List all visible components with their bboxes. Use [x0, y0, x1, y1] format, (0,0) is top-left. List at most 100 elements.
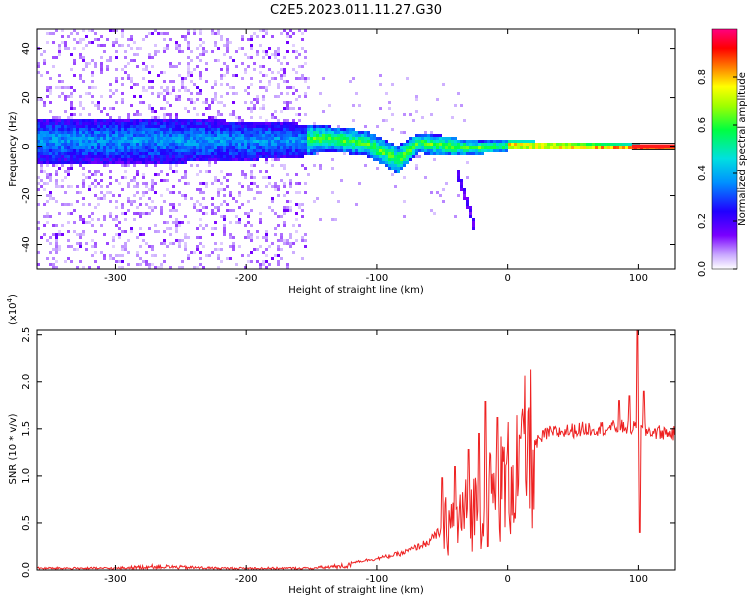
heat-cell: [220, 248, 223, 251]
heat-cell: [316, 152, 319, 155]
heat-cell: [55, 224, 58, 227]
heat-cell: [409, 152, 412, 155]
heat-cell: [358, 131, 361, 134]
heat-cell: [346, 140, 349, 143]
heat-cell: [391, 128, 394, 131]
heat-cell: [145, 122, 148, 125]
heat-cell: [292, 224, 295, 227]
heat-cell: [235, 134, 238, 137]
heat-cell: [385, 155, 388, 158]
heat-cell: [316, 128, 319, 131]
heat-cell: [136, 254, 139, 257]
heat-cell: [190, 128, 193, 131]
heat-cell: [130, 77, 133, 80]
heat-cell: [208, 140, 211, 143]
heat-cell: [265, 89, 268, 92]
heat-cell: [235, 122, 238, 125]
heat-cell: [247, 131, 250, 134]
heat-cell: [289, 134, 292, 137]
heat-cell: [346, 137, 349, 140]
heat-cell: [217, 248, 220, 251]
heat-cell: [307, 128, 310, 131]
heat-cell: [256, 149, 259, 152]
heat-cell: [55, 242, 58, 245]
heat-cell: [145, 68, 148, 71]
heat-cell: [109, 212, 112, 215]
heat-cell: [427, 146, 430, 149]
heat-cell: [280, 179, 283, 182]
heat-cell: [199, 263, 202, 266]
heat-cell: [241, 125, 244, 128]
heat-cell: [607, 146, 610, 149]
heat-cell: [133, 125, 136, 128]
heat-cell: [184, 35, 187, 38]
heat-cell: [157, 125, 160, 128]
heat-cell: [97, 161, 100, 164]
heat-cell: [136, 53, 139, 56]
heat-cell: [154, 182, 157, 185]
heat-cell: [202, 146, 205, 149]
heat-cell: [298, 65, 301, 68]
heat-cell: [211, 125, 214, 128]
heat-cell: [463, 152, 466, 155]
heat-cell: [142, 122, 145, 125]
heat-cell: [241, 143, 244, 146]
heat-cell: [49, 32, 52, 35]
heat-cell: [262, 146, 265, 149]
heat-cell: [232, 197, 235, 200]
heat-cell: [124, 242, 127, 245]
heat-cell: [226, 38, 229, 41]
heat-cell: [154, 53, 157, 56]
heat-cell: [316, 131, 319, 134]
heat-cell: [166, 119, 169, 122]
heat-cell: [142, 68, 145, 71]
heat-cell: [82, 185, 85, 188]
heat-cell: [199, 137, 202, 140]
heat-cell: [274, 140, 277, 143]
heat-cell: [121, 119, 124, 122]
heat-cell: [265, 32, 268, 35]
heat-cell: [325, 140, 328, 143]
heat-cell: [433, 149, 436, 152]
heat-cell: [490, 143, 493, 146]
heat-cell: [121, 32, 124, 35]
heat-cell: [88, 41, 91, 44]
heat-cell: [118, 182, 121, 185]
heat-cell: [163, 146, 166, 149]
heat-cell: [169, 152, 172, 155]
heat-cell: [46, 173, 49, 176]
heat-cell: [253, 137, 256, 140]
heat-cell: [205, 107, 208, 110]
heat-cell: [385, 143, 388, 146]
heat-cell: [37, 119, 40, 122]
heat-cell: [79, 146, 82, 149]
heat-cell: [67, 239, 70, 242]
heat-cell: [454, 140, 457, 143]
heat-cell: [142, 134, 145, 137]
heat-cell: [178, 137, 181, 140]
heat-cell: [190, 92, 193, 95]
heat-cell: [394, 170, 397, 173]
heat-cell: [148, 227, 151, 230]
heat-cell: [61, 134, 64, 137]
heat-cell: [94, 149, 97, 152]
heat-cell: [211, 143, 214, 146]
heat-cell: [196, 164, 199, 167]
heat-cell: [301, 164, 304, 167]
heat-cell: [511, 143, 514, 146]
heat-cell: [514, 143, 517, 146]
heat-cell: [94, 134, 97, 137]
heat-cell: [256, 146, 259, 149]
heat-cell: [55, 161, 58, 164]
heat-cell: [199, 134, 202, 137]
heat-cell: [133, 218, 136, 221]
heat-cell: [118, 131, 121, 134]
heat-cell: [286, 149, 289, 152]
heat-cell: [97, 203, 100, 206]
heat-cell: [49, 179, 52, 182]
heat-cell: [115, 218, 118, 221]
heat-cell: [241, 146, 244, 149]
heat-cell: [76, 41, 79, 44]
heat-cell: [457, 92, 460, 95]
heat-cell: [457, 149, 460, 152]
